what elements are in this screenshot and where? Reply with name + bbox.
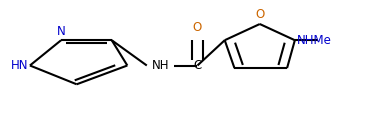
Text: O: O (193, 21, 202, 34)
Text: O: O (255, 8, 264, 21)
Text: C: C (193, 59, 202, 72)
Text: N: N (57, 25, 65, 38)
Text: NH: NH (152, 59, 169, 72)
Text: NHMe: NHMe (297, 34, 332, 47)
Text: HN: HN (11, 59, 29, 72)
